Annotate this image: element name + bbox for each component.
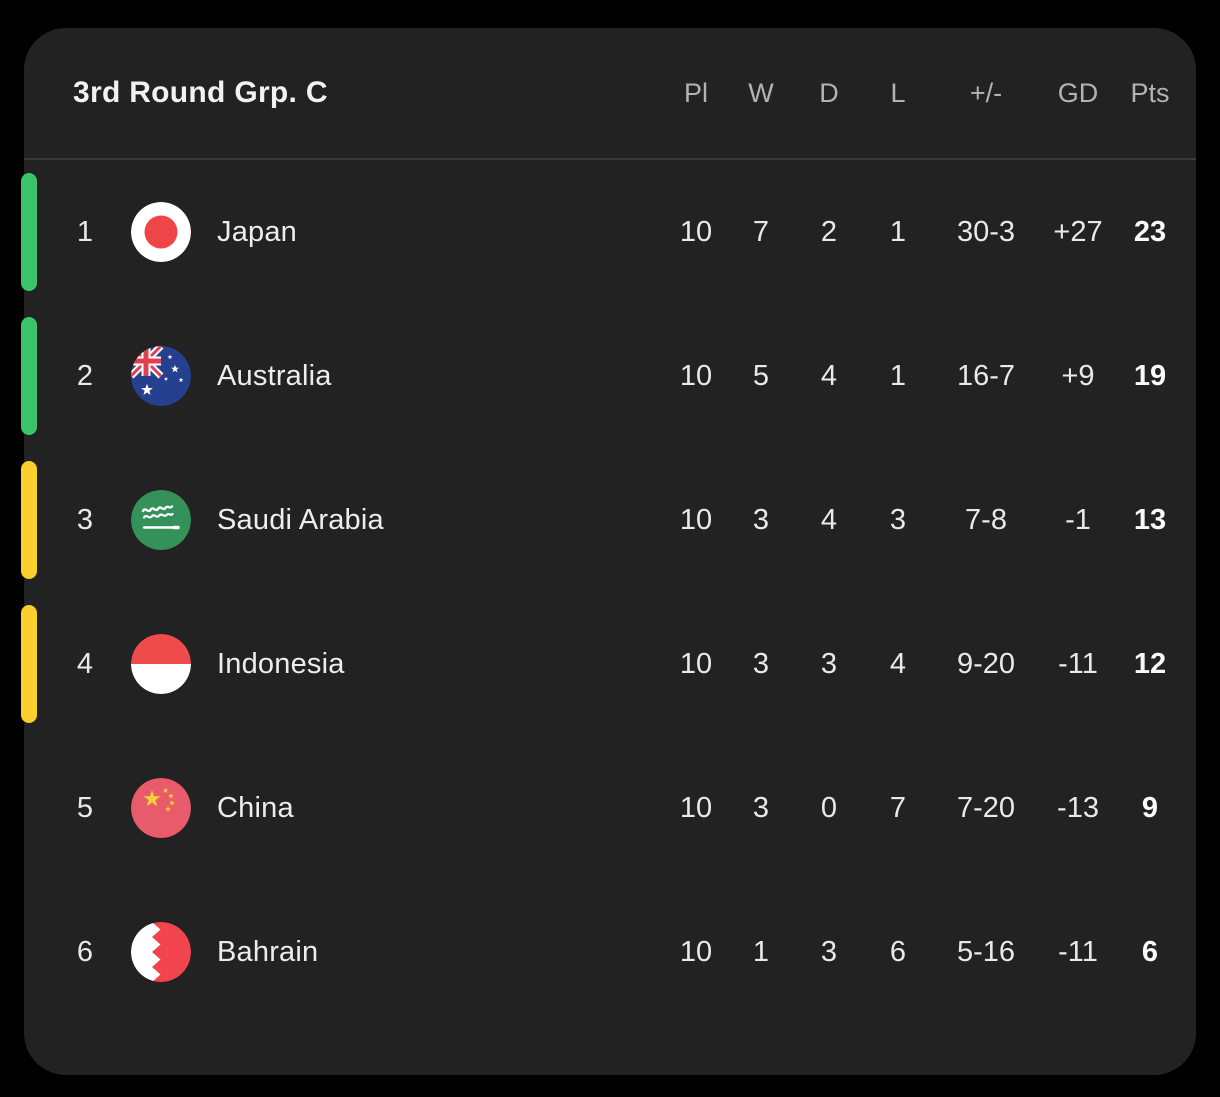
played-value: 10 <box>679 503 713 536</box>
draws-value: 4 <box>820 359 838 392</box>
goal-diff-value: -1 <box>1065 503 1091 536</box>
goal-diff-value: -13 <box>1057 791 1099 824</box>
draws-value: 3 <box>820 935 838 968</box>
column-header-goals: +/- <box>969 77 1003 108</box>
losses-value: 7 <box>889 791 907 824</box>
played-value: 10 <box>679 215 713 248</box>
standings-header: 3rd Round Grp. C Pl W D L +/- GD Pts <box>24 28 1196 160</box>
japan-flag-icon <box>131 202 191 262</box>
column-header-draws: D <box>819 77 839 108</box>
draws-value: 2 <box>820 215 838 248</box>
losses-value: 1 <box>889 359 907 392</box>
team-name: China <box>217 791 294 824</box>
position-number: 2 <box>76 359 94 392</box>
row-stats: 10 7 2 1 30-3 +27 23 <box>663 216 1185 249</box>
team-name: Australia <box>217 359 332 392</box>
row-stats: 10 3 0 7 7-20 -13 9 <box>663 792 1185 825</box>
team-name: Bahrain <box>217 935 319 968</box>
wins-value: 3 <box>752 503 770 536</box>
wins-value: 5 <box>752 359 770 392</box>
position-number: 3 <box>76 503 94 536</box>
table-row[interactable]: 1 Japan 10 7 2 1 30-3 +27 23 <box>21 160 1196 304</box>
points-value: 13 <box>1133 503 1167 536</box>
goal-diff-value: -11 <box>1058 647 1098 680</box>
saudi-arabia-flag-icon <box>131 490 191 550</box>
played-value: 10 <box>679 647 713 680</box>
indonesia-flag-icon <box>131 634 191 694</box>
column-headers: Pl W D L +/- GD Pts <box>663 78 1185 109</box>
column-header-played: Pl <box>683 77 708 108</box>
goals-value: 7-20 <box>956 791 1016 824</box>
points-value: 19 <box>1133 359 1167 392</box>
team-name: Japan <box>217 215 298 248</box>
goal-diff-value: +27 <box>1053 215 1103 248</box>
draws-value: 0 <box>820 791 838 824</box>
goals-value: 9-20 <box>956 647 1016 680</box>
goals-value: 16-7 <box>956 359 1016 392</box>
points-value: 6 <box>1141 935 1159 968</box>
row-stats: 10 3 3 4 9-20 -11 12 <box>663 648 1185 681</box>
group-title: 3rd Round Grp. C <box>73 76 328 109</box>
table-row[interactable]: 6 Bahrain 10 1 3 6 5-16 -11 6 <box>24 880 1196 1024</box>
qualification-indicator <box>21 461 37 579</box>
team-name: Indonesia <box>217 647 345 680</box>
australia-flag-icon <box>131 346 191 406</box>
losses-value: 1 <box>889 215 907 248</box>
losses-value: 4 <box>889 647 907 680</box>
position-number: 5 <box>76 791 94 824</box>
standings-rows: 1 Japan 10 7 2 1 30-3 +27 23 2 Australia… <box>21 160 1196 1024</box>
position-number: 6 <box>76 935 94 968</box>
column-header-points: Pts <box>1130 77 1170 108</box>
table-row[interactable]: 5 China 10 3 0 7 7-20 -13 9 <box>24 736 1196 880</box>
qualification-indicator <box>21 605 37 723</box>
goals-value: 5-16 <box>956 935 1016 968</box>
bahrain-flag-icon <box>131 922 191 982</box>
goal-diff-value: +9 <box>1061 359 1095 392</box>
qualification-indicator <box>21 173 37 291</box>
row-stats: 10 1 3 6 5-16 -11 6 <box>663 936 1185 969</box>
played-value: 10 <box>679 359 713 392</box>
china-flag-icon <box>131 778 191 838</box>
wins-value: 3 <box>752 647 770 680</box>
table-row[interactable]: 3 Saudi Arabia 10 3 4 3 7-8 -1 13 <box>21 448 1196 592</box>
wins-value: 3 <box>752 791 770 824</box>
position-number: 4 <box>76 647 94 680</box>
losses-value: 3 <box>889 503 907 536</box>
played-value: 10 <box>679 935 713 968</box>
wins-value: 7 <box>752 215 770 248</box>
points-value: 9 <box>1141 791 1159 824</box>
played-value: 10 <box>679 791 713 824</box>
column-header-goal-diff: GD <box>1057 77 1099 108</box>
table-row[interactable]: 2 Australia 10 5 4 1 16-7 +9 19 <box>21 304 1196 448</box>
draws-value: 4 <box>820 503 838 536</box>
table-row[interactable]: 4 Indonesia 10 3 3 4 9-20 -11 12 <box>21 592 1196 736</box>
column-header-losses: L <box>890 77 906 108</box>
row-stats: 10 3 4 3 7-8 -1 13 <box>663 504 1185 537</box>
position-number: 1 <box>76 215 94 248</box>
goals-value: 30-3 <box>956 215 1016 248</box>
column-header-wins: W <box>748 77 774 108</box>
points-value: 23 <box>1133 215 1167 248</box>
team-name: Saudi Arabia <box>217 503 384 536</box>
goal-diff-value: -11 <box>1058 935 1098 968</box>
qualification-indicator <box>21 317 37 435</box>
losses-value: 6 <box>889 935 907 968</box>
points-value: 12 <box>1133 647 1167 680</box>
goals-value: 7-8 <box>965 503 1007 536</box>
standings-card: 3rd Round Grp. C Pl W D L +/- GD Pts 1 J… <box>21 28 1196 1075</box>
wins-value: 1 <box>752 935 770 968</box>
row-stats: 10 5 4 1 16-7 +9 19 <box>663 360 1185 393</box>
draws-value: 3 <box>820 647 838 680</box>
